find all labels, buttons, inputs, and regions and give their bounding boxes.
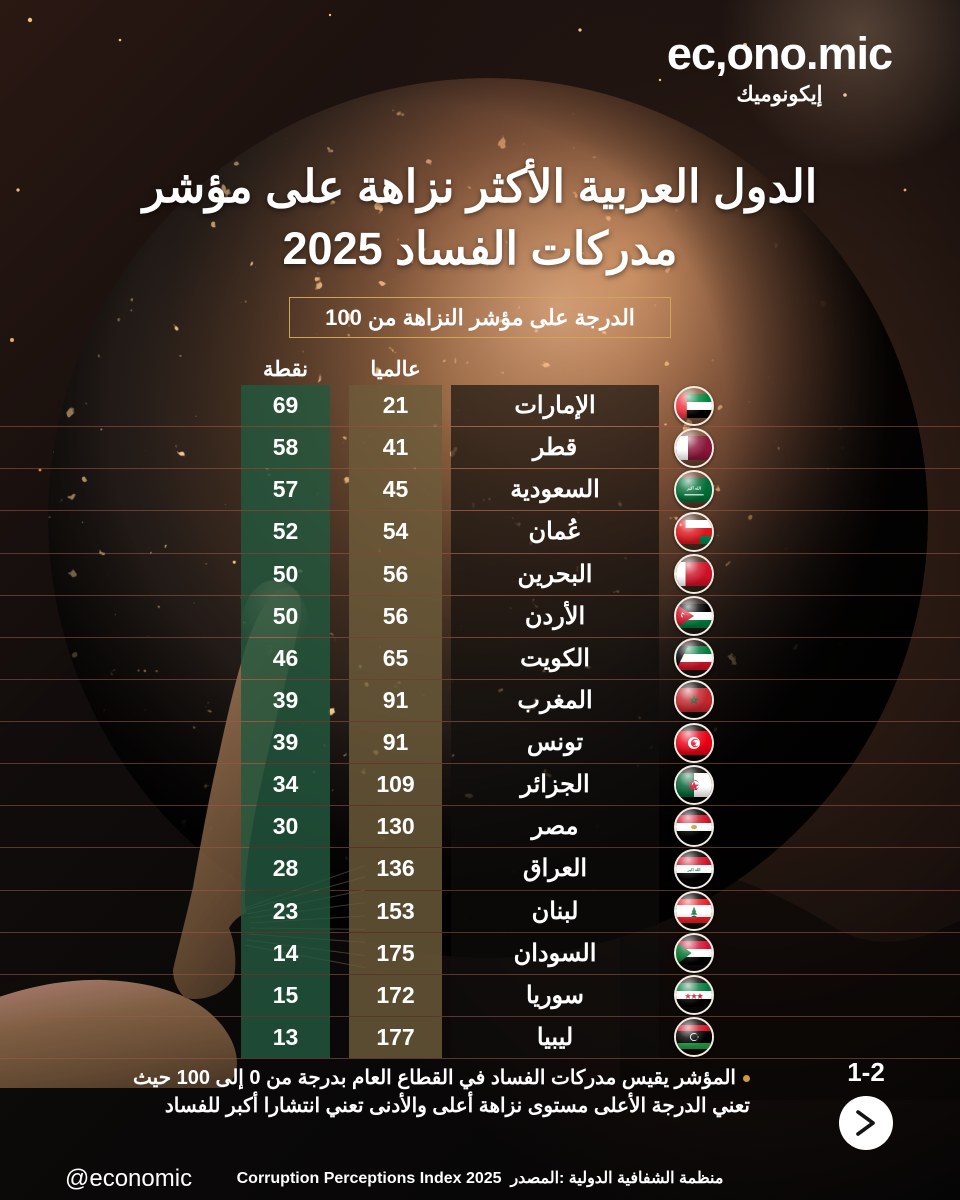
- svg-text:الله اكبر: الله اكبر: [687, 867, 701, 873]
- svg-text:الله اكبر: الله اكبر: [686, 485, 701, 491]
